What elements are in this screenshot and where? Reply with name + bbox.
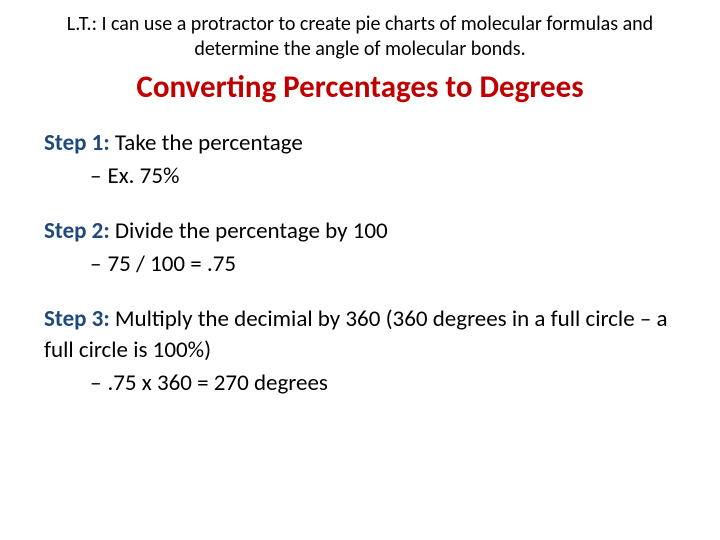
steps-container: Step 1: Take the percentage –Ex. 75% Ste… [40, 128, 680, 399]
step-label: Step 1: [44, 129, 110, 157]
example-text: Ex. 75% [107, 162, 179, 190]
step-label: Step 3: [44, 305, 110, 333]
bullet-dash-icon: – [90, 368, 101, 399]
step-block: Step 1: Take the percentage –Ex. 75% [44, 128, 680, 192]
step-block: Step 2: Divide the percentage by 100 –75… [44, 216, 680, 280]
step-example: –.75 x 360 = 270 degrees [44, 368, 680, 399]
step-block: Step 3: Multiply the decimial by 360 (36… [44, 304, 680, 399]
bullet-dash-icon: – [90, 249, 101, 280]
step-instruction: Take the percentage [110, 129, 303, 157]
step-example: –75 / 100 = .75 [44, 249, 680, 280]
learning-target: L.T.: I can use a protractor to create p… [40, 12, 680, 62]
step-instruction-line: Step 3: Multiply the decimial by 360 (36… [44, 304, 680, 366]
step-instruction-line: Step 2: Divide the percentage by 100 [44, 216, 680, 247]
step-instruction: Divide the percentage by 100 [110, 217, 388, 245]
step-example: –Ex. 75% [44, 161, 680, 192]
example-text: .75 x 360 = 270 degrees [107, 369, 327, 397]
step-instruction: Multiply the decimial by 360 (360 degree… [44, 305, 668, 364]
bullet-dash-icon: – [90, 161, 101, 192]
page-title: Converting Percentages to Degrees [40, 68, 680, 106]
step-label: Step 2: [44, 217, 110, 245]
step-instruction-line: Step 1: Take the percentage [44, 128, 680, 159]
example-text: 75 / 100 = .75 [107, 250, 236, 278]
